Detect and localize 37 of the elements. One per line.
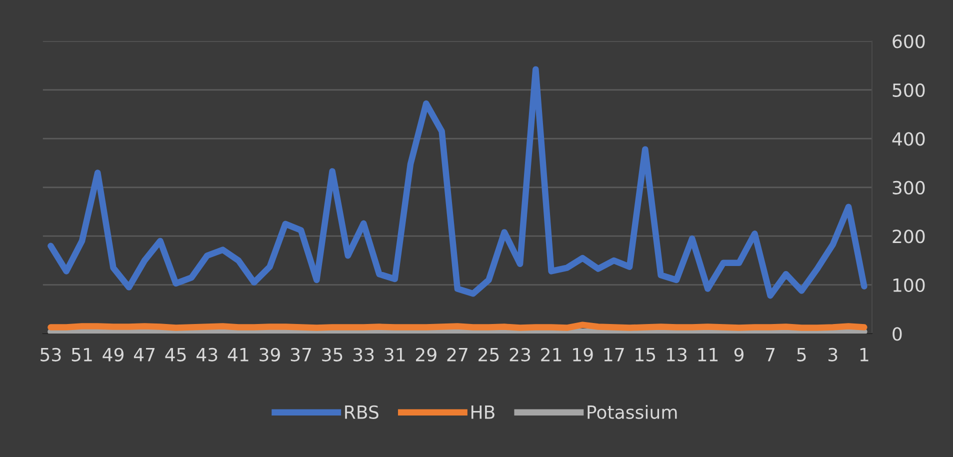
legend-label: RBS [345,405,378,419]
x-tick-label: 35 [322,348,342,362]
x-tick-label: 17 [604,348,624,362]
x-tick-label: 19 [573,348,593,362]
x-tick-label: 37 [290,348,311,362]
x-tick-label: 13 [666,348,686,362]
x-tick-label: 27 [447,348,468,362]
x-tick-label: 11 [698,348,718,362]
x-tick-label: 53 [40,348,61,362]
x-tick-label: 21 [541,348,562,362]
x-tick-label: 33 [353,348,374,362]
x-tick-label: 25 [478,348,499,362]
x-tick-label: 45 [165,348,186,362]
x-tick-label: 3 [828,348,838,362]
x-tick-label: 47 [134,348,155,362]
y-tick-label: 100 [893,278,925,292]
y-tick-label: 0 [892,327,902,341]
x-tick-label: 43 [196,348,218,362]
y-tick-label: 500 [892,83,925,97]
y-tick-label: 200 [892,230,925,244]
x-tick-label: 31 [384,348,405,362]
x-tick-label: 15 [636,348,656,362]
y-tick-label: 400 [892,132,925,146]
y-tick-label: 600 [892,34,925,48]
legend-label: Potassium [588,404,677,419]
x-tick-label: 5 [797,348,806,362]
x-tick-label: 49 [102,348,124,362]
legend-label: HB [471,406,494,419]
x-tick-label: 41 [228,348,248,362]
x-tick-label: 51 [72,348,92,362]
x-tick-label: 29 [416,348,436,362]
x-tick-label: 1 [860,348,868,362]
x-tick-label: 7 [766,348,775,362]
x-tick-label: 9 [734,348,744,362]
x-tick-label: 23 [510,348,530,362]
y-tick-label: 300 [892,180,925,194]
x-tick-label: 39 [260,348,280,362]
